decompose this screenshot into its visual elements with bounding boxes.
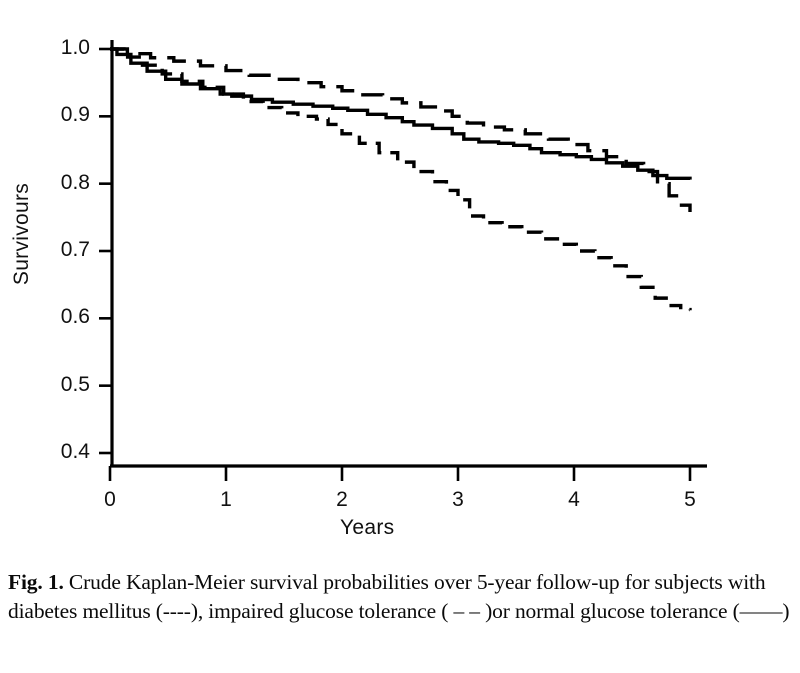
y-tick-label: 1.0	[60, 36, 90, 59]
x-axis-label: Years	[340, 516, 395, 539]
figure-number: Fig. 1.	[8, 570, 64, 594]
y-tick-label: 0.7	[60, 238, 90, 261]
x-tick-label: 3	[452, 488, 464, 511]
y-tick-label: 0.9	[60, 103, 90, 127]
survival-curves	[110, 47, 692, 312]
y-axis-label: Survivours	[10, 182, 33, 286]
figure-caption: Fig. 1. Crude Kaplan-Meier survival prob…	[8, 568, 792, 625]
plot-axes	[110, 40, 707, 468]
x-tick-label: 4	[568, 488, 580, 511]
kaplan-meier-plot	[99, 40, 707, 481]
survival-curve-long-dashed	[110, 47, 692, 212]
x-tick-label: 1	[220, 488, 232, 511]
y-axis-ticks	[99, 47, 112, 455]
x-tick-label: 2	[336, 488, 348, 511]
survival-curve-solid	[110, 47, 692, 180]
y-tick-label: 0.6	[60, 305, 90, 329]
x-tick-label: 0	[104, 488, 116, 511]
x-tick-label: 5	[684, 488, 696, 511]
survival-curve-short-dashed	[110, 47, 692, 312]
y-tick-label: 0.8	[60, 170, 90, 194]
y-tick-label: 0.4	[60, 440, 90, 463]
x-axis-ticks	[108, 466, 692, 481]
figure-caption-text: Crude Kaplan-Meier survival probabilitie…	[8, 570, 790, 623]
y-tick-label: 0.5	[60, 372, 90, 396]
